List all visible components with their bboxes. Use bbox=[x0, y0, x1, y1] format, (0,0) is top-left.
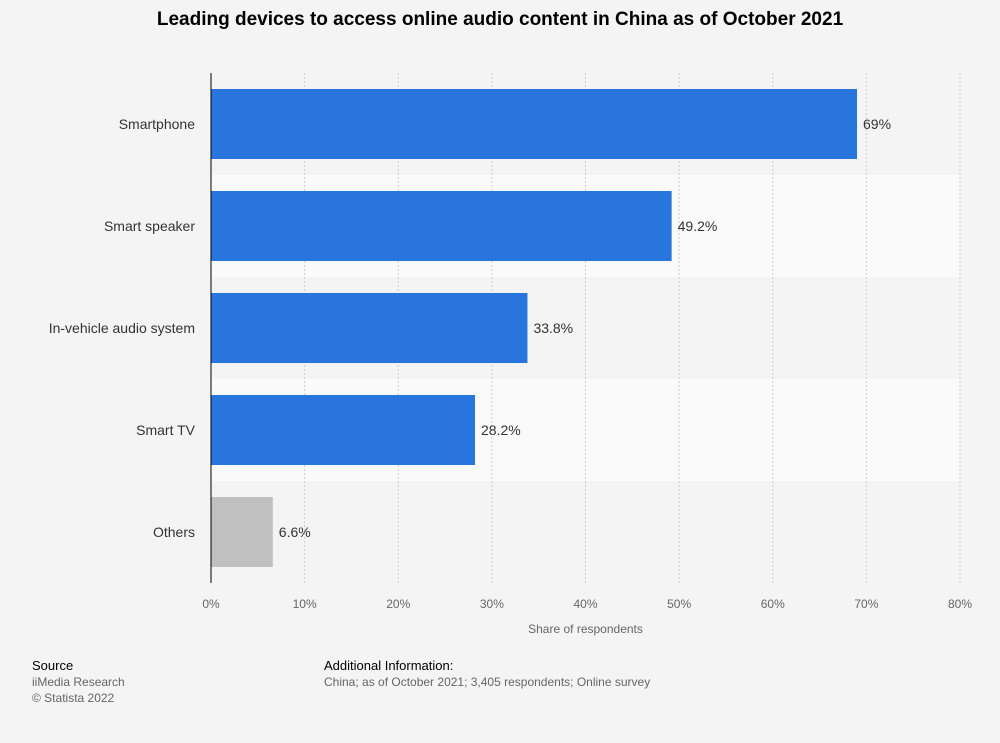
value-label: 69% bbox=[863, 116, 891, 132]
additional-info-text: China; as of October 2021; 3,405 respond… bbox=[324, 675, 651, 689]
source-heading: Source bbox=[32, 658, 74, 673]
bar bbox=[211, 293, 528, 363]
bar bbox=[211, 89, 858, 159]
value-label: 28.2% bbox=[481, 422, 521, 438]
x-tick-label: 60% bbox=[761, 597, 785, 611]
source-name: iiMedia Research bbox=[32, 675, 125, 689]
x-tick-label: 30% bbox=[480, 597, 504, 611]
value-label: 6.6% bbox=[279, 524, 311, 540]
chart-title: Leading devices to access online audio c… bbox=[156, 9, 844, 30]
additional-info-block: Additional Information: China; as of Oct… bbox=[324, 658, 650, 690]
x-tick-label: 70% bbox=[854, 597, 878, 611]
value-label: 49.2% bbox=[678, 218, 718, 234]
bar-chart: Smartphone 69% Smart speaker 49.2% In-vehicl… bbox=[49, 73, 972, 636]
bar bbox=[211, 395, 476, 465]
category-label: In-vehicle audio system bbox=[49, 320, 195, 336]
x-tick-label: 0% bbox=[202, 597, 220, 611]
bar bbox=[211, 497, 273, 567]
bar bbox=[211, 191, 672, 261]
x-tick-label: 20% bbox=[386, 597, 410, 611]
x-tick-label: 50% bbox=[667, 597, 691, 611]
category-label: Smart speaker bbox=[104, 218, 195, 234]
x-axis-title: Share of respondents bbox=[528, 622, 643, 636]
category-label: Smartphone bbox=[119, 116, 195, 132]
x-tick-label: 80% bbox=[948, 597, 972, 611]
category-label: Smart TV bbox=[136, 422, 196, 438]
x-tick-label: 40% bbox=[573, 597, 597, 611]
value-label: 33.8% bbox=[533, 320, 573, 336]
additional-info-heading: Additional Information: bbox=[324, 658, 454, 673]
copyright: © Statista 2022 bbox=[32, 691, 115, 705]
source-block: Source iiMedia Research © Statista 2022 bbox=[32, 658, 125, 706]
category-label: Others bbox=[153, 524, 195, 540]
x-tick-label: 10% bbox=[293, 597, 317, 611]
